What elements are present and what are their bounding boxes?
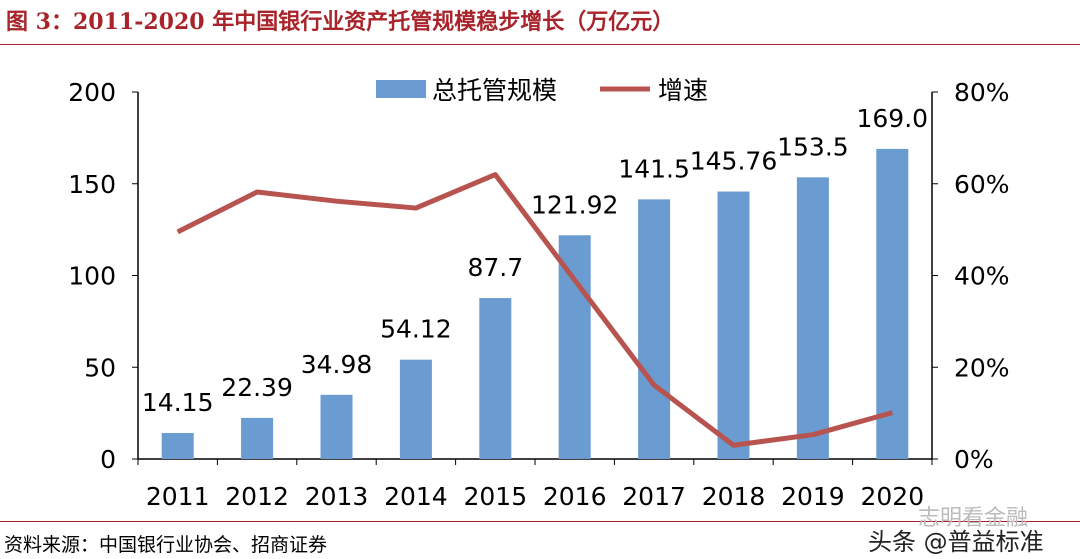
right-tick-label: 40% xyxy=(954,262,1010,291)
bar xyxy=(241,417,274,459)
x-tick-label: 2011 xyxy=(146,482,210,511)
bar-data-label: 121.92 xyxy=(531,190,618,219)
x-tick-label: 2013 xyxy=(305,482,369,511)
x-tick-label: 2018 xyxy=(702,482,766,511)
legend-line-label: 增速 xyxy=(658,76,708,105)
bar xyxy=(717,191,750,459)
bar-data-label: 169.0 xyxy=(857,104,929,133)
x-tick-label: 2016 xyxy=(543,482,607,511)
legend-bar-label: 总托管规模 xyxy=(432,76,557,105)
bar xyxy=(558,235,591,459)
bar-data-label: 87.7 xyxy=(467,253,523,282)
title-rule xyxy=(0,44,1080,45)
bar xyxy=(479,298,512,459)
bar xyxy=(399,359,432,459)
bar-data-label: 54.12 xyxy=(380,315,452,344)
left-tick-label: 0 xyxy=(100,445,116,474)
right-tick-label: 80% xyxy=(954,78,1010,107)
x-tick-label: 2015 xyxy=(463,482,527,511)
figure-title: 图 3：2011-2020 年中国银行业资产托管规模稳步增长（万亿元） xyxy=(6,9,675,35)
bar xyxy=(876,148,909,459)
bar-data-label: 141.5 xyxy=(618,154,690,183)
left-tick-label: 100 xyxy=(68,262,116,291)
growth-line xyxy=(176,172,893,448)
left-tick-label: 150 xyxy=(68,170,116,199)
source-note: 资料来源：中国银行业协会、招商证券 xyxy=(4,534,328,556)
bar-data-label: 14.15 xyxy=(142,388,214,417)
bar-data-label: 22.39 xyxy=(221,373,293,402)
left-tick-label: 200 xyxy=(68,78,116,107)
x-tick-label: 2014 xyxy=(384,482,448,511)
x-tick-label: 2012 xyxy=(225,482,289,511)
x-tick-label: 2017 xyxy=(622,482,686,511)
x-tick-label: 2020 xyxy=(860,482,924,511)
watermark-2: 头条 @普益标准 xyxy=(868,528,1044,556)
x-tick-label: 2019 xyxy=(781,482,845,511)
bar xyxy=(161,433,194,459)
legend-bar-swatch xyxy=(376,80,426,98)
right-tick-label: 0% xyxy=(954,445,994,474)
bar xyxy=(320,394,353,459)
bar-data-label: 145.76 xyxy=(690,147,777,176)
right-tick-label: 20% xyxy=(954,353,1010,382)
bar-data-label: 153.5 xyxy=(777,132,849,161)
left-tick-label: 50 xyxy=(84,353,116,382)
right-tick-label: 60% xyxy=(954,170,1010,199)
footer-rule xyxy=(0,521,1080,522)
bar xyxy=(796,177,829,459)
bar xyxy=(638,199,671,459)
bar-data-label: 34.98 xyxy=(301,350,373,379)
watermark-1: 志明看金融 xyxy=(918,506,1029,531)
